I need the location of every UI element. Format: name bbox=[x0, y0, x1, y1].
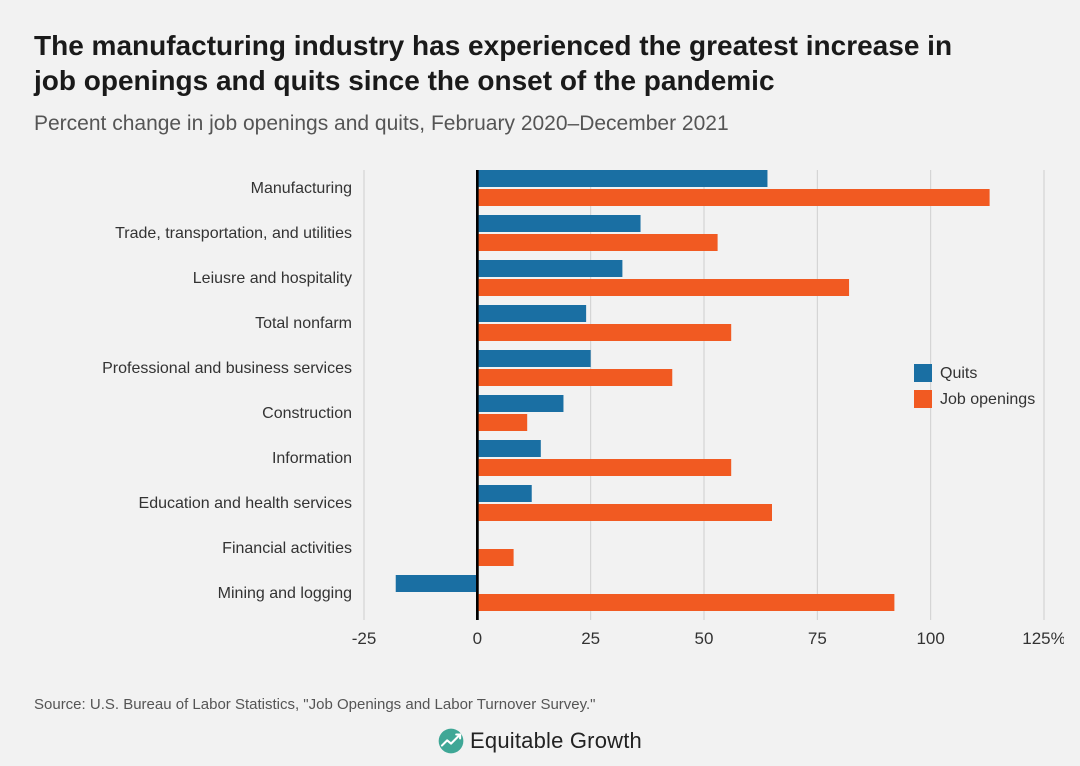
bar bbox=[477, 440, 540, 457]
bar bbox=[477, 369, 672, 386]
bar bbox=[477, 234, 717, 251]
bar bbox=[477, 395, 563, 412]
legend-label: Job openings bbox=[940, 391, 1035, 408]
bar bbox=[477, 324, 731, 341]
x-tick-label: 125% bbox=[1022, 629, 1064, 648]
bar bbox=[477, 459, 731, 476]
x-tick-label: 100 bbox=[916, 629, 944, 648]
bar bbox=[477, 549, 513, 566]
footer-logo: Equitable Growth bbox=[438, 728, 642, 754]
chart-title: The manufacturing industry has experienc… bbox=[34, 28, 994, 98]
bar bbox=[477, 189, 989, 206]
x-tick-label: -25 bbox=[352, 629, 377, 648]
bar bbox=[477, 414, 527, 431]
bar bbox=[477, 485, 531, 502]
chart-area: -250255075100125%ManufacturingTrade, tra… bbox=[34, 162, 1046, 672]
legend-swatch bbox=[914, 390, 932, 408]
bar bbox=[477, 279, 849, 296]
category-label: Manufacturing bbox=[251, 180, 352, 197]
bar bbox=[477, 305, 586, 322]
bar bbox=[477, 170, 767, 187]
category-label: Mining and logging bbox=[218, 585, 352, 602]
x-tick-label: 0 bbox=[473, 629, 482, 648]
bar bbox=[477, 504, 772, 521]
category-label: Trade, transportation, and utilities bbox=[115, 225, 352, 242]
category-label: Financial activities bbox=[222, 540, 352, 557]
category-label: Education and health services bbox=[139, 495, 352, 512]
x-tick-label: 75 bbox=[808, 629, 827, 648]
x-tick-label: 50 bbox=[695, 629, 714, 648]
bar-chart-svg: -25 0 25 50 75 100 125% Manufacturing Trade, tra… bbox=[34, 162, 1064, 660]
category-label: Professional and business services bbox=[102, 360, 352, 377]
bar bbox=[396, 575, 478, 592]
category-label: Leiusre and hospitality bbox=[193, 270, 352, 287]
source-note: Source: U.S. Bureau of Labor Statistics,… bbox=[34, 696, 1046, 713]
bar bbox=[477, 215, 640, 232]
bar bbox=[477, 594, 894, 611]
category-label: Total nonfarm bbox=[255, 315, 352, 332]
chart-subtitle: Percent change in job openings and quits… bbox=[34, 112, 1046, 136]
bar bbox=[477, 350, 590, 367]
bar bbox=[477, 260, 622, 277]
category-label: Information bbox=[272, 450, 352, 467]
x-tick-label: 25 bbox=[581, 629, 600, 648]
legend-label: Quits bbox=[940, 365, 977, 382]
equitable-growth-icon bbox=[438, 728, 464, 754]
category-label: Construction bbox=[262, 405, 352, 422]
logo-text: Equitable Growth bbox=[470, 728, 642, 754]
legend-swatch bbox=[914, 364, 932, 382]
